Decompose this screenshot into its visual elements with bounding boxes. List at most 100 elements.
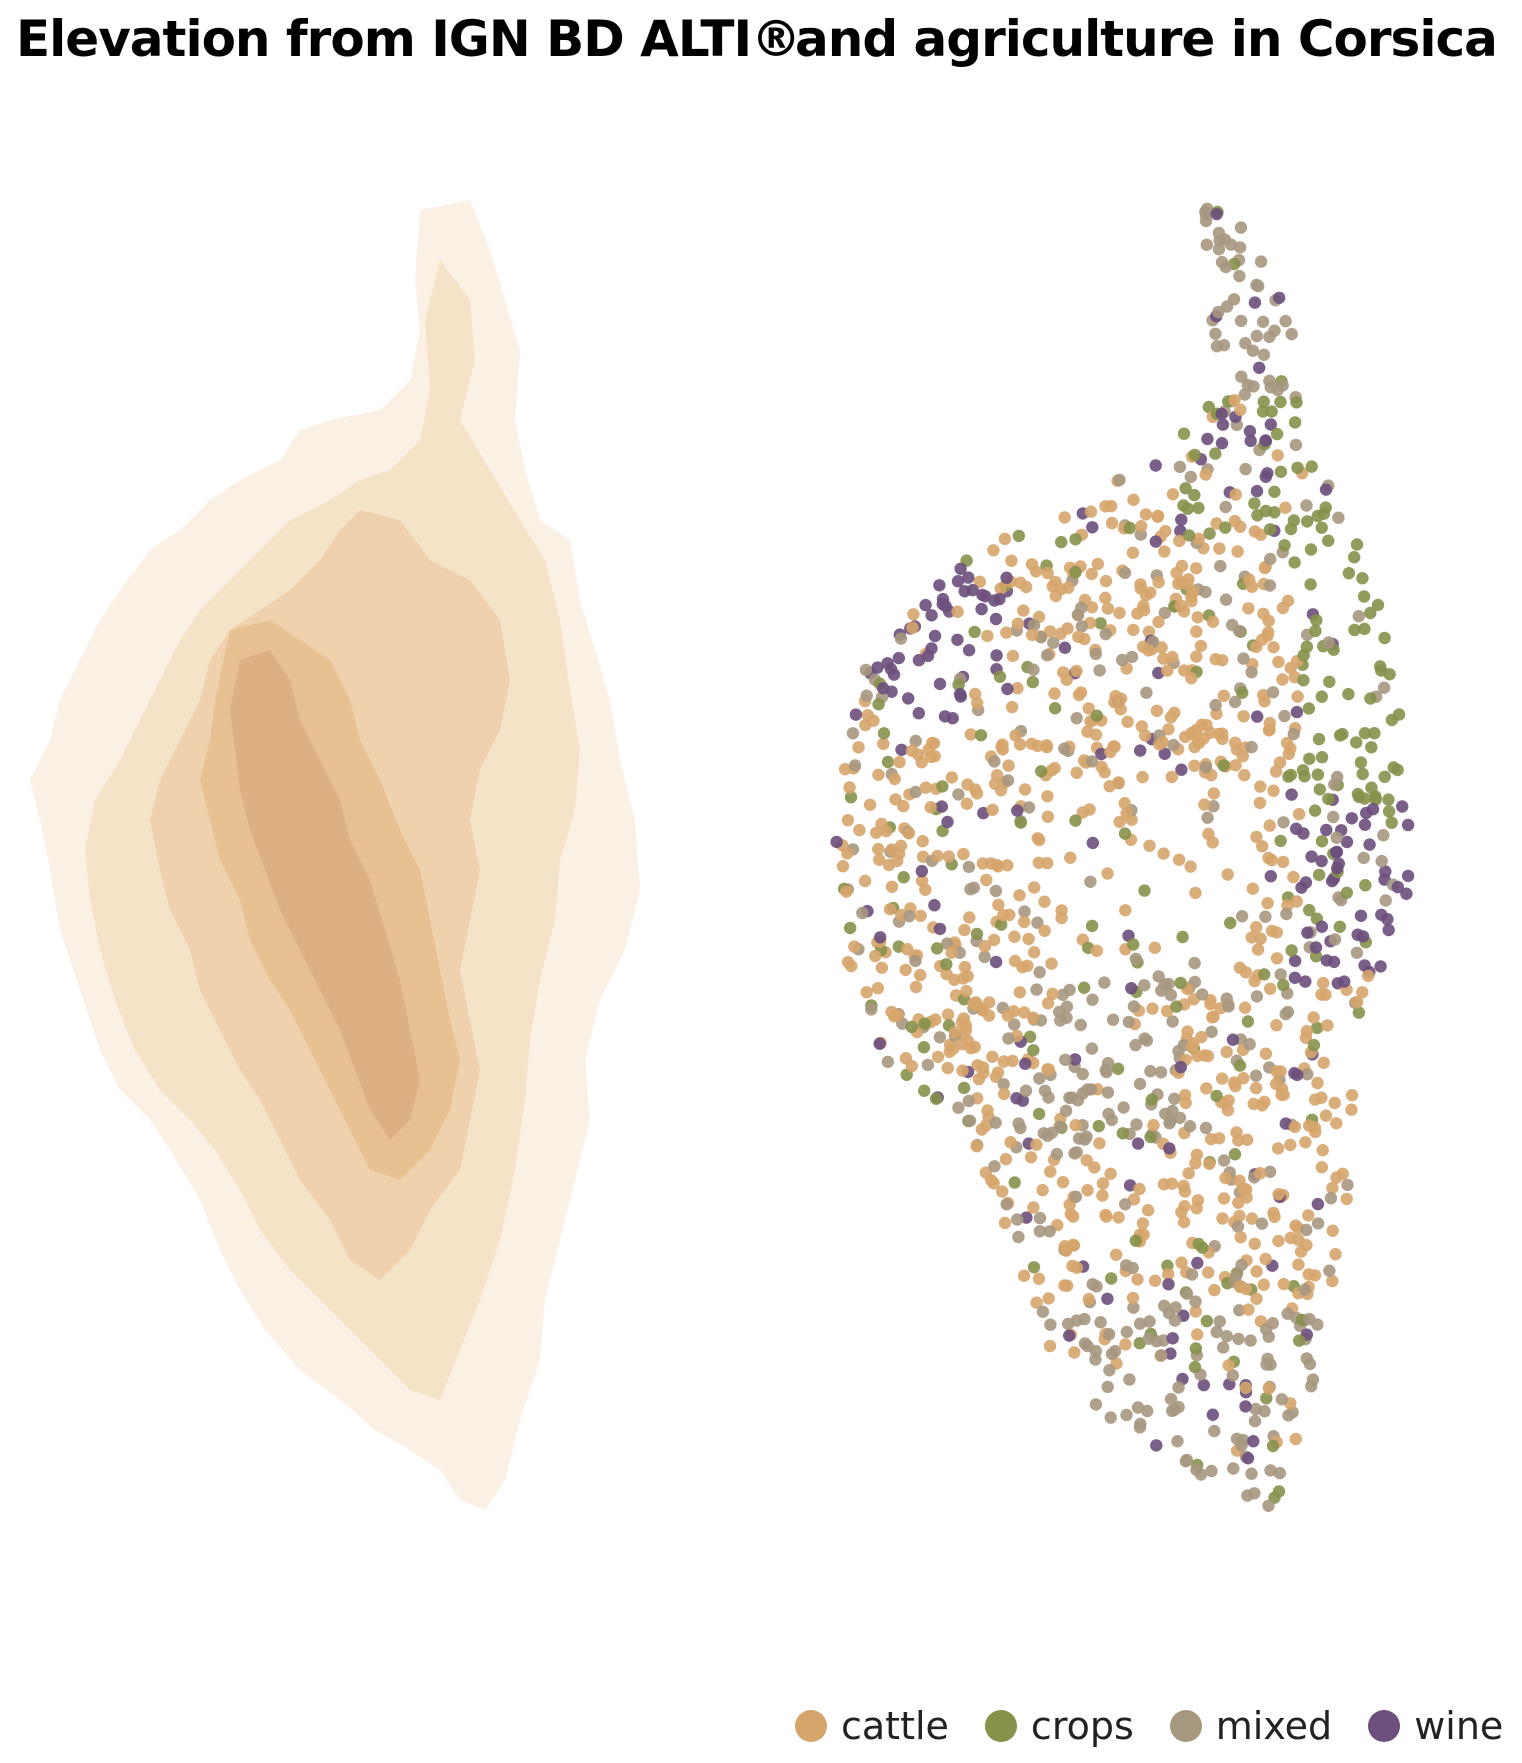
farm-point (1119, 904, 1132, 917)
farm-point (1271, 1142, 1285, 1155)
farm-point (1025, 628, 1039, 642)
farm-point (1133, 1182, 1146, 1196)
farm-point (1059, 1053, 1072, 1067)
farm-point (1032, 1107, 1046, 1121)
farm-point (1317, 976, 1330, 990)
farm-point (1043, 1339, 1057, 1353)
farm-point (1166, 1015, 1179, 1028)
farm-point (848, 759, 862, 772)
farm-point (997, 909, 1010, 922)
farm-point (1210, 207, 1223, 221)
farm-point (1364, 692, 1377, 705)
farm-point (1333, 920, 1347, 933)
farm-point (915, 864, 928, 878)
farm-point (1090, 1280, 1103, 1293)
farm-point (1315, 835, 1329, 848)
farm-point (1047, 636, 1060, 649)
farm-point (1032, 1272, 1046, 1286)
elevation-map-title: Elevation from IGN BD ALTI® (16, 10, 801, 68)
farm-point (1068, 1147, 1081, 1160)
farm-point (888, 772, 901, 786)
farm-point (1328, 778, 1341, 791)
farm-point (1354, 756, 1368, 769)
farm-point (1261, 897, 1274, 910)
farm-point (1194, 639, 1208, 653)
farm-point (1188, 488, 1201, 502)
farm-point (1008, 1018, 1021, 1031)
farm-point (1392, 708, 1406, 721)
farm-point (1082, 1292, 1096, 1306)
farm-point (1364, 606, 1377, 620)
farm-point (1277, 1088, 1290, 1101)
farm-point (1269, 1077, 1283, 1091)
farm-point (1235, 910, 1249, 923)
agriculture-map-title: and agriculture in Corsica (795, 10, 1498, 68)
farm-point (948, 1026, 962, 1039)
farm-point (1247, 1435, 1260, 1448)
farm-point (1257, 348, 1271, 361)
farm-point (983, 996, 996, 1009)
farm-point (1300, 1238, 1313, 1252)
farm-point (1328, 1096, 1341, 1110)
farm-point (1085, 1042, 1099, 1055)
farm-point (1288, 1120, 1302, 1134)
farm-point (1139, 508, 1153, 521)
farm-point (1341, 1178, 1354, 1192)
farm-point (1325, 874, 1339, 888)
farm-point (1236, 750, 1250, 763)
farm-point (990, 649, 1003, 662)
farm-point (1143, 839, 1156, 852)
farm-point (1301, 515, 1314, 528)
farm-point (903, 910, 916, 923)
farm-point (1158, 606, 1172, 620)
farm-point (1233, 1059, 1247, 1072)
farm-point (1237, 710, 1250, 723)
farm-point (1144, 1065, 1157, 1078)
farm-point (1356, 767, 1369, 781)
farm-point (914, 909, 927, 922)
farm-point (1040, 649, 1054, 662)
farm-point (1240, 1191, 1253, 1204)
farm-point (1285, 788, 1298, 801)
farm-point (1165, 770, 1179, 784)
farm-point (1174, 976, 1187, 990)
farm-point (877, 737, 890, 751)
farm-point (1010, 1092, 1023, 1105)
farm-point (1270, 952, 1284, 965)
farm-point (1042, 1292, 1055, 1305)
farm-point (885, 843, 898, 856)
farm-point (1208, 1424, 1221, 1438)
farm-point (1227, 1076, 1241, 1089)
farm-point (1336, 727, 1349, 741)
farm-point (945, 771, 958, 784)
farm-point (1190, 1463, 1203, 1477)
farm-point (836, 860, 850, 873)
farm-point (1401, 869, 1415, 883)
farm-point (1322, 636, 1335, 649)
farm-point (1280, 907, 1293, 921)
farm-point (1263, 523, 1277, 536)
farm-point (996, 738, 1009, 751)
farm-point (909, 785, 922, 799)
farm-point (1277, 816, 1290, 829)
farm-point (1264, 552, 1277, 566)
farm-point (1006, 1054, 1019, 1068)
farm-point (1266, 1439, 1280, 1453)
farm-point (1262, 1382, 1276, 1395)
farm-point (935, 800, 948, 813)
farm-point (856, 906, 869, 920)
farm-point (1356, 986, 1369, 999)
farm-point (1326, 1274, 1339, 1288)
farm-point (1192, 501, 1205, 515)
farm-point (1043, 1225, 1056, 1238)
farm-point (1209, 698, 1222, 712)
farm-point (1129, 1038, 1142, 1052)
farm-point (1122, 1015, 1136, 1029)
farm-point (885, 880, 899, 893)
farm-point (1212, 226, 1226, 240)
farm-point (1262, 614, 1275, 628)
farm-point (1162, 1268, 1175, 1281)
farm-point (1149, 535, 1163, 548)
farm-point (1204, 997, 1217, 1011)
farm-point (1009, 729, 1022, 742)
